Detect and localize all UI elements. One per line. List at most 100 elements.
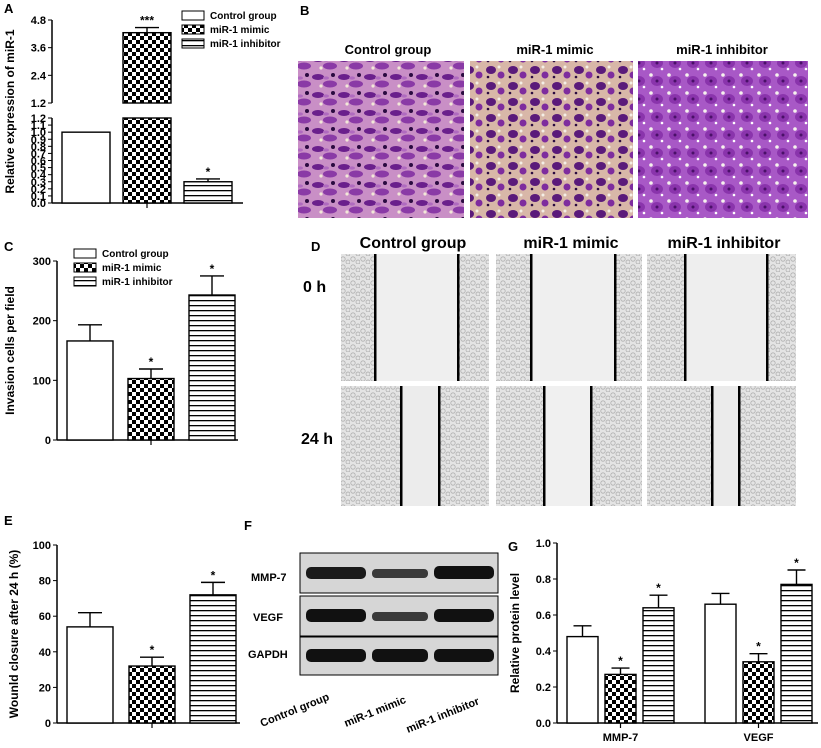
- blot-band: [306, 649, 366, 662]
- y-axis-label: Invasion cells per field: [3, 286, 17, 415]
- legend-label: miR-1 mimic: [210, 25, 270, 36]
- wound-edge-line: [457, 254, 460, 381]
- panel-label-f: F: [244, 518, 252, 533]
- bar: [704, 603, 737, 724]
- x-tick-label: VEGF: [744, 732, 774, 744]
- panel-d-row-24h: 24 h: [301, 431, 333, 448]
- y-axis-label: Relative protein level: [508, 573, 522, 693]
- panel-b-header-inhibitor: miR-1 inhibitor: [676, 42, 768, 57]
- y-tick-label: 1.0: [31, 127, 46, 139]
- significance-marker: *: [211, 568, 216, 582]
- y-tick-label: 1.2: [31, 98, 46, 110]
- legend-label: Control group: [210, 11, 277, 22]
- legend-swatch: [181, 38, 205, 49]
- significance-marker: *: [150, 643, 155, 657]
- bar: [566, 635, 599, 724]
- significance-marker: *: [656, 581, 661, 595]
- legend-label: miR-1 mimic: [102, 263, 162, 274]
- wound-gap: [713, 386, 739, 506]
- wound-gap: [402, 386, 439, 506]
- wound-gap: [376, 254, 458, 381]
- legend-swatch: [73, 276, 97, 287]
- panel-b-header-mimic: miR-1 mimic: [516, 42, 593, 57]
- y-tick-label: 0: [45, 435, 51, 447]
- chart-g: Relative protein level 0.0 0.2 0.4 0.6 0.8 1.0…: [508, 538, 818, 744]
- chart-a: 0.00.10.20.30.40.50.60.70.80.91.01.11.21…: [3, 10, 281, 210]
- wound-gap: [532, 254, 616, 381]
- bar: [122, 117, 172, 204]
- bar: [122, 31, 172, 104]
- panel-d-header-inhibitor: miR-1 inhibitor: [668, 235, 781, 252]
- blot-band: [434, 609, 494, 622]
- y-tick-label: 0.6: [536, 610, 551, 622]
- panel-label-b: B: [300, 3, 309, 18]
- significance-marker: *: [149, 355, 154, 369]
- y-tick-label: 0.5: [31, 163, 46, 175]
- y-tick-label: 0.4: [31, 170, 47, 182]
- legend-swatch: [73, 248, 97, 259]
- blot-band: [372, 612, 428, 621]
- blot-label-gapdh: GAPDH: [248, 649, 288, 661]
- y-tick-label: 0.8: [536, 574, 551, 586]
- significance-marker: ***: [140, 14, 154, 28]
- blot-band: [306, 609, 366, 622]
- significance-marker: *: [206, 165, 211, 179]
- wound-edge-line: [374, 254, 377, 381]
- y-tick-label: 0.7: [31, 148, 46, 160]
- y-tick-label: 20: [39, 682, 51, 694]
- panel-b-micrographs: Control group miR-1 mimic miR-1 inhibito…: [298, 42, 808, 218]
- wound-edge-line: [684, 254, 687, 381]
- blot-label-vegf: VEGF: [253, 612, 283, 624]
- y-tick-label: 3.6: [31, 43, 46, 55]
- y-tick-label: 0.2: [536, 682, 551, 694]
- y-tick-label: 0.0: [31, 198, 46, 210]
- wound-gap: [545, 386, 591, 506]
- y-tick-label: 0.1: [31, 191, 46, 203]
- legend-label: Control group: [102, 249, 169, 260]
- blot-lane-control: Control group: [259, 691, 332, 730]
- wound-edge-line: [543, 386, 546, 506]
- blot-band: [434, 566, 494, 579]
- y-tick-label: 0.4: [536, 646, 552, 658]
- panel-f-western-blot: MMP-7 VEGF GAPDH Control group miR-1 mim…: [248, 552, 499, 736]
- bar: [642, 607, 675, 724]
- significance-marker: *: [618, 654, 623, 668]
- micrograph-mimic: [470, 61, 633, 218]
- panel-d-wound-images: Control group miR-1 mimic miR-1 inhibito…: [301, 235, 796, 506]
- y-tick-label: 1.2: [31, 113, 46, 125]
- wound-edge-line: [400, 386, 403, 506]
- wound-edge-line: [530, 254, 533, 381]
- legend-label: miR-1 inhibitor: [102, 277, 173, 288]
- blot-lane-mimic: miR-1 mimic: [343, 694, 408, 730]
- y-tick-label: 1.1: [31, 120, 46, 132]
- y-tick-label: 100: [33, 375, 51, 387]
- bar: [742, 661, 775, 724]
- significance-marker: *: [210, 262, 215, 276]
- panel-label-d: D: [311, 239, 320, 254]
- y-tick-label: 200: [33, 316, 51, 328]
- blot-band: [434, 649, 494, 662]
- y-tick-label: 0.6: [31, 156, 46, 168]
- panel-d-header-control: Control group: [360, 235, 467, 252]
- legend-swatch: [181, 24, 205, 35]
- bar: [128, 665, 176, 724]
- bar: [780, 583, 813, 724]
- wound-edge-line: [438, 386, 441, 506]
- y-tick-label: 2.4: [31, 70, 47, 82]
- y-tick-label: 0.8: [31, 141, 46, 153]
- bar: [604, 673, 637, 724]
- wound-edge-line: [614, 254, 617, 381]
- y-tick-label: 100: [33, 540, 51, 552]
- panel-d-row-0h: 0 h: [303, 279, 326, 296]
- panel-b-header-control: Control group: [345, 42, 432, 57]
- y-axis-label: Relative expression of miR-1: [3, 29, 17, 193]
- y-tick-label: 0.3: [31, 177, 46, 189]
- y-tick-label: 0.2: [31, 184, 46, 196]
- panel-label-g: G: [508, 539, 518, 554]
- y-axis-label: Wounld closure after 24 h (%): [7, 550, 21, 718]
- chart-c: Invasion cells per field 0 100 200 300 * * Cont…: [3, 248, 238, 447]
- micrograph-inhibitor: [638, 61, 808, 218]
- blot-band: [372, 569, 428, 578]
- y-tick-label: 40: [39, 647, 51, 659]
- bar: [66, 340, 114, 441]
